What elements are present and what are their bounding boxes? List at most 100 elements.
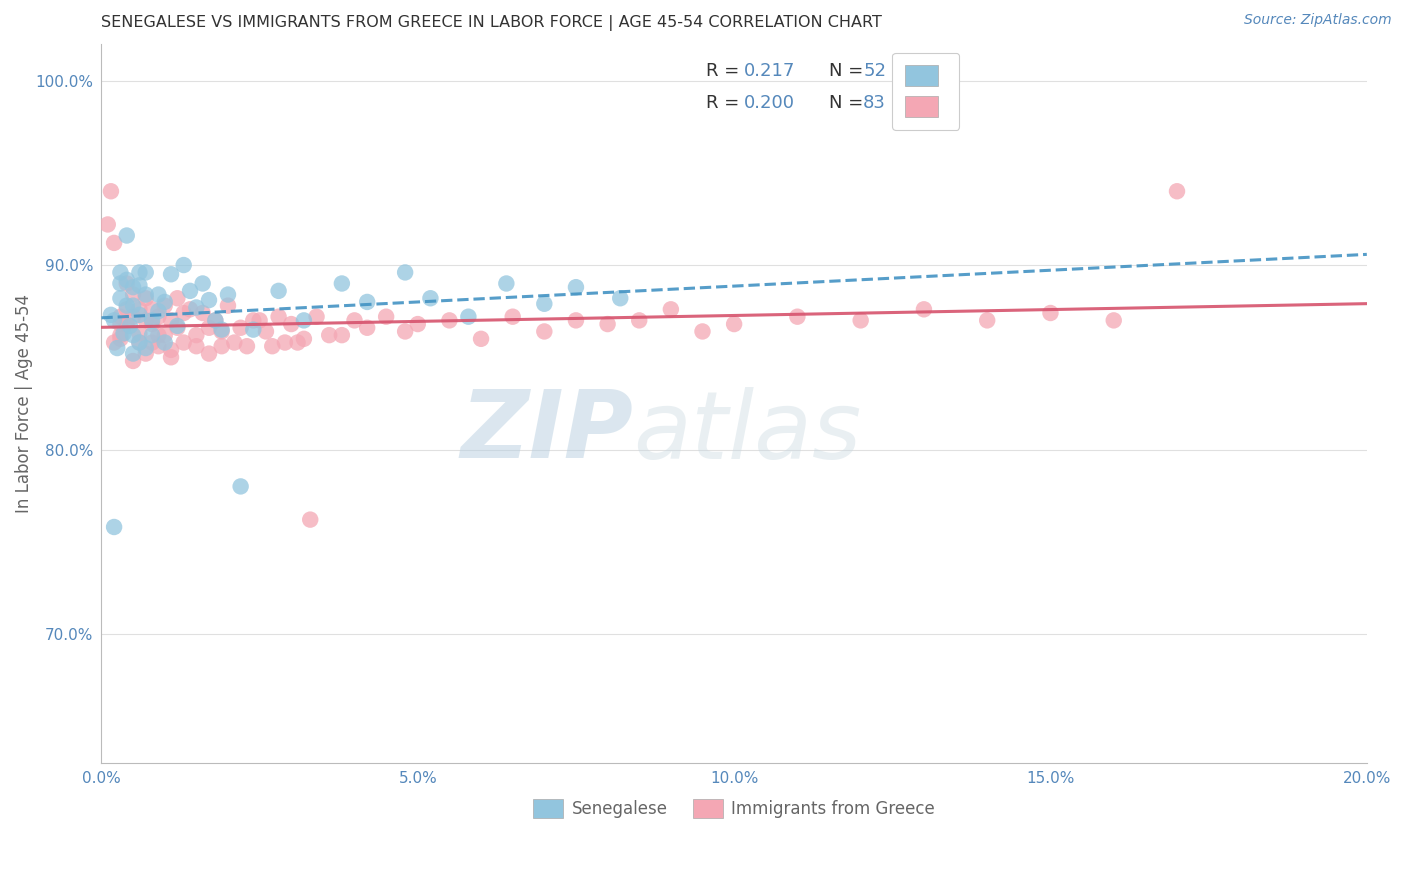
Point bbox=[103, 335, 125, 350]
Point bbox=[148, 310, 170, 324]
Point bbox=[267, 310, 290, 324]
Point bbox=[179, 302, 201, 317]
Point bbox=[128, 335, 150, 350]
Point bbox=[148, 339, 170, 353]
Point bbox=[112, 326, 135, 341]
Point bbox=[115, 299, 138, 313]
Point bbox=[274, 335, 297, 350]
Point bbox=[153, 294, 176, 309]
Text: SENEGALESE VS IMMIGRANTS FROM GREECE IN LABOR FORCE | AGE 45-54 CORRELATION CHAR: SENEGALESE VS IMMIGRANTS FROM GREECE IN … bbox=[101, 15, 883, 31]
Point bbox=[186, 328, 208, 343]
Point bbox=[128, 302, 150, 317]
Point bbox=[470, 332, 492, 346]
Point bbox=[211, 339, 233, 353]
Point bbox=[292, 313, 315, 327]
Point bbox=[236, 339, 259, 353]
Point bbox=[502, 310, 524, 324]
Point bbox=[166, 291, 188, 305]
Point bbox=[110, 317, 132, 331]
Point bbox=[141, 328, 163, 343]
Point bbox=[1102, 313, 1125, 327]
Point bbox=[110, 265, 132, 279]
Point bbox=[141, 302, 163, 317]
Point bbox=[115, 273, 138, 287]
Point bbox=[356, 320, 378, 334]
Point bbox=[100, 184, 122, 198]
Point bbox=[786, 310, 808, 324]
Point bbox=[394, 265, 416, 279]
Point bbox=[217, 287, 239, 301]
Point bbox=[198, 320, 221, 334]
Point bbox=[128, 278, 150, 293]
Point bbox=[135, 341, 157, 355]
Point bbox=[135, 287, 157, 301]
Point bbox=[122, 287, 145, 301]
Point bbox=[242, 323, 264, 337]
Point bbox=[609, 291, 631, 305]
Point bbox=[103, 313, 125, 327]
Point bbox=[141, 313, 163, 327]
Point bbox=[115, 302, 138, 317]
Point bbox=[211, 325, 233, 339]
Point bbox=[135, 346, 157, 360]
Point bbox=[692, 325, 714, 339]
Point bbox=[128, 265, 150, 279]
Point bbox=[115, 317, 138, 331]
Point bbox=[128, 308, 150, 322]
Point bbox=[912, 302, 935, 317]
Point bbox=[160, 313, 183, 327]
Point bbox=[186, 339, 208, 353]
Point bbox=[299, 513, 322, 527]
Point bbox=[1039, 306, 1062, 320]
Point bbox=[148, 287, 170, 301]
Point bbox=[305, 310, 328, 324]
Point bbox=[394, 325, 416, 339]
Point bbox=[533, 297, 555, 311]
Text: 52: 52 bbox=[863, 62, 886, 80]
Text: R =: R = bbox=[706, 94, 745, 112]
Point bbox=[191, 277, 214, 291]
Point bbox=[160, 343, 183, 357]
Point bbox=[457, 310, 479, 324]
Point bbox=[628, 313, 651, 327]
Point bbox=[105, 341, 128, 355]
Point bbox=[128, 335, 150, 350]
Point bbox=[375, 310, 398, 324]
Text: 0.200: 0.200 bbox=[744, 94, 796, 112]
Point bbox=[97, 218, 120, 232]
Text: N =: N = bbox=[830, 62, 869, 80]
Text: Source: ZipAtlas.com: Source: ZipAtlas.com bbox=[1244, 13, 1392, 28]
Point bbox=[533, 325, 555, 339]
Point bbox=[141, 317, 163, 331]
Point bbox=[224, 335, 246, 350]
Point bbox=[110, 332, 132, 346]
Point bbox=[292, 332, 315, 346]
Point bbox=[141, 335, 163, 350]
Point bbox=[122, 299, 145, 313]
Point bbox=[122, 328, 145, 343]
Point bbox=[330, 277, 353, 291]
Point bbox=[173, 258, 195, 272]
Point bbox=[217, 299, 239, 313]
Point bbox=[122, 310, 145, 324]
Point bbox=[179, 284, 201, 298]
Point bbox=[280, 317, 302, 331]
Text: 0.217: 0.217 bbox=[744, 62, 796, 80]
Point bbox=[723, 317, 745, 331]
Point bbox=[153, 335, 176, 350]
Point bbox=[204, 313, 226, 327]
Point bbox=[495, 277, 517, 291]
Point bbox=[128, 326, 150, 341]
Legend: Senegalese, Immigrants from Greece: Senegalese, Immigrants from Greece bbox=[524, 791, 943, 827]
Point bbox=[153, 328, 176, 343]
Point bbox=[110, 310, 132, 324]
Point bbox=[135, 313, 157, 327]
Point bbox=[204, 313, 226, 327]
Point bbox=[242, 313, 264, 327]
Point bbox=[439, 313, 461, 327]
Point bbox=[659, 302, 682, 317]
Point bbox=[135, 265, 157, 279]
Point bbox=[343, 313, 366, 327]
Point bbox=[249, 313, 271, 327]
Point bbox=[211, 323, 233, 337]
